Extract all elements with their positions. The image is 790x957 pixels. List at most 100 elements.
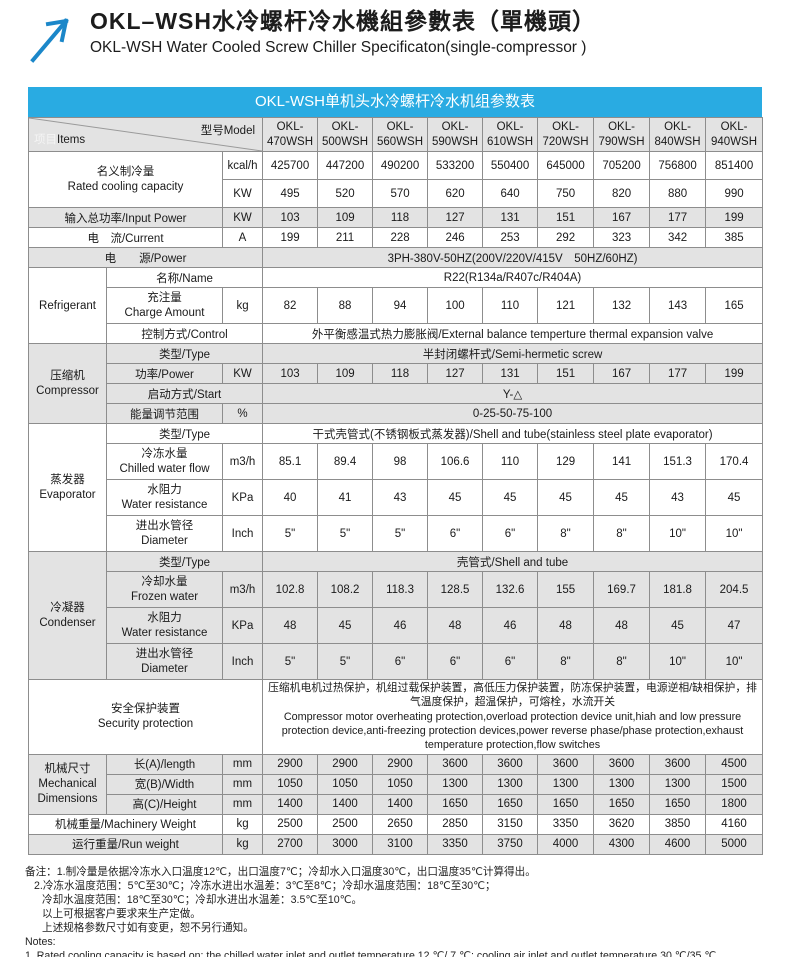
value-cell: 45 [593,479,651,516]
refrigerant-name-value: R22(R134a/R407c/R404A) [262,267,764,288]
condenser-resistance-label-en: Water resistance [121,626,208,639]
value-cell: 100 [427,287,484,324]
value-cell: 5" [317,643,374,680]
evaporator-resistance-label-en: Water resistance [121,498,208,511]
value-cell: 48 [593,607,651,644]
value-cell: 103 [262,207,319,228]
value-cell: 1650 [537,793,595,815]
power-supply-label: 电 源/Power [27,247,264,268]
unit-cell: kg [221,833,264,855]
table-banner: OKL-WSH单机头水冷螺杆冷水机组参数表 [28,87,762,117]
value-cell: 1050 [372,773,429,795]
charge-label-cn: 充注量 [147,291,182,304]
current-label: 电 流/Current [28,227,223,248]
value-cell: 82 [262,287,319,324]
value-cell: 292 [537,227,595,248]
value-cell: 6" [427,643,484,680]
unit-cell: m3/h [221,571,264,608]
value-cell: 131 [482,363,539,384]
unit-cell: % [221,403,264,424]
condenser-diameter-label-en: Diameter [141,662,188,675]
row-condenser-flow: 冷却水量 Frozen water m3/h 102.8 108.2 118.3 12… [29,571,764,608]
value-cell: 4160 [705,813,764,835]
row-condenser-resistance: 水阻力 Water resistance KPa 48 45 46 48 46 48 48 4… [29,607,764,644]
value-cell: 1800 [705,793,764,815]
evaporator-section-cn: 蒸发器 [50,473,85,486]
unit-cell: KPa [221,607,264,644]
value-cell: 880 [649,179,707,208]
unit-cell: mm [221,753,264,775]
unit-cell: KW [221,363,264,384]
condenser-type-value: 壳管式/Shell and tube [262,551,764,572]
compressor-section-cn: 压缩机 [50,369,85,382]
model-header-cell: OKL-500WSH [317,117,374,152]
value-cell: 98 [372,443,429,480]
unit-cell: KW [221,207,264,228]
value-cell: 108.2 [317,571,374,608]
value-cell: 5" [262,515,319,552]
value-cell: 6" [482,515,539,552]
rated-cooling-label-cn: 名义制冷量 [96,165,155,178]
row-evaporator-resistance: 水阻力 Water resistance KPa 40 41 43 45 45 45 45 4… [29,479,764,516]
condenser-flow-label: 冷却水量 Frozen water [106,571,223,608]
evaporator-flow-label: 冷冻水量 Chilled water flow [106,443,223,480]
value-cell: 1400 [317,793,374,815]
unit-cell: A [221,227,264,248]
height-label: 高(C)/Height [106,793,223,815]
condenser-section-label: 冷凝器 Condenser [28,551,107,680]
value-cell: 520 [317,179,374,208]
value-cell: 10" [649,643,707,680]
value-cell: 246 [427,227,484,248]
value-cell: 533200 [427,151,484,180]
value-cell: 211 [317,227,374,248]
evaporator-section-en: Evaporator [39,488,96,501]
unit-cell: kcal/h [221,151,264,180]
control-value: 外平衡感温式热力膨胀阀/External balance temperture … [262,323,764,344]
value-cell: 1500 [705,773,764,795]
row-refrigerant-control: 控制方式/Control 外平衡感温式热力膨胀阀/External balanc… [29,323,764,344]
value-cell: 110 [482,443,539,480]
page-title: OKL–WSH水冷螺杆冷水機組參數表（單機頭） [90,8,596,34]
condenser-section-en: Condenser [39,616,96,629]
row-compressor-power: 功率/Power KW 103 109 118 127 131 151 167 177 199 [29,363,764,384]
value-cell: 169.7 [593,571,651,608]
value-cell: 1300 [649,773,707,795]
value-cell: 128.5 [427,571,484,608]
value-cell: 1050 [317,773,374,795]
value-cell: 45 [482,479,539,516]
value-cell: 3620 [593,813,651,835]
value-cell: 199 [705,363,764,384]
security-value: 压缩机电机过热保护，机组过载保护装置，高低压力保护装置，防冻保护装置，电源逆相/… [262,679,764,755]
value-cell: 4000 [537,833,595,855]
evaporator-flow-label-en: Chilled water flow [119,462,210,475]
row-condenser-diameter: 进出水管径 Diameter Inch 5" 5" 6" 6" 6" 8" 8" 10" 10" [29,643,764,680]
corner-items-cn: 项目 [34,134,57,146]
row-evaporator-diameter: 进出水管径 Diameter Inch 5" 5" 5" 6" 6" 8" 8" 10" 10" [29,515,764,552]
value-cell: 167 [593,363,651,384]
value-cell: 5" [317,515,374,552]
value-cell: 1050 [262,773,319,795]
machinery-weight-label: 机械重量/Machinery Weight [28,813,223,835]
value-cell: 110 [482,287,539,324]
row-run-weight: 运行重量/Run weight kg 2700 3000 3100 3350 3750 4… [28,833,764,855]
value-cell: 181.8 [649,571,707,608]
value-cell: 41 [317,479,374,516]
model-header-cell: OKL-940WSH [705,117,764,152]
value-cell: 8" [593,643,651,680]
value-cell: 425700 [262,151,319,180]
value-cell: 2900 [262,753,319,775]
value-cell: 2650 [372,813,429,835]
value-cell: 990 [705,179,764,208]
value-cell: 199 [262,227,319,248]
corner-cell: 型号Model 项目Items [27,117,264,152]
security-value-cn: 压缩机电机过热保护，机组过载保护装置，高低压力保护装置，防冻保护装置，电源逆相/… [268,682,757,709]
unit-cell: KW [221,179,264,208]
evaporator-flow-label-cn: 冷冻水量 [141,447,188,460]
compressor-type-value: 半封闭螺杆式/Semi-hermetic screw [262,343,764,364]
value-cell: 1400 [262,793,319,815]
value-cell: 3600 [482,753,539,775]
value-cell: 3750 [482,833,539,855]
condenser-flow-label-en: Frozen water [130,590,199,603]
row-input-power: 输入总功率/Input Power KW 103 109 118 127 131 151 1… [28,207,764,228]
evaporator-resistance-label: 水阻力 Water resistance [106,479,223,516]
